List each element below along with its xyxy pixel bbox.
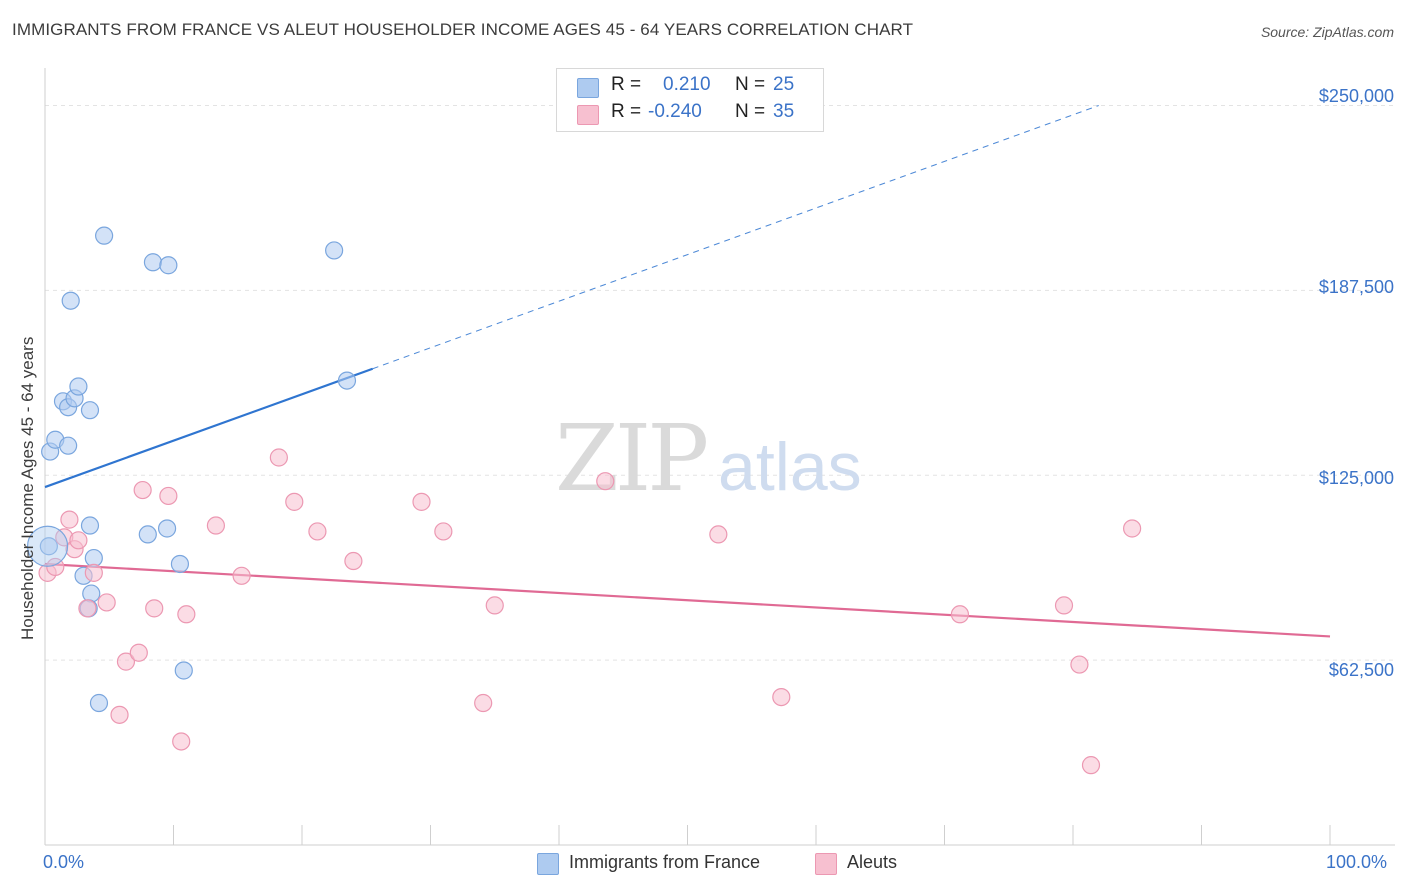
n-label: N =: [735, 74, 766, 95]
data-point-blue: [95, 226, 114, 245]
data-point-pink: [145, 599, 164, 618]
data-point-pink: [110, 705, 129, 724]
r-label: R =: [611, 74, 642, 95]
data-point-pink: [344, 551, 363, 571]
data-point-pink: [1054, 596, 1074, 615]
data-point-pink: [709, 525, 728, 544]
data-point-pink: [596, 472, 615, 491]
data-point-pink: [177, 605, 196, 624]
data-point-blue: [89, 693, 109, 713]
data-point-pink: [78, 599, 97, 618]
legend-item-aleuts[interactable]: Aleuts: [815, 852, 925, 876]
r-value: -0.240: [648, 101, 702, 122]
legend-label: Immigrants from France: [569, 852, 761, 872]
data-point-pink: [1123, 519, 1142, 538]
data-point-pink: [308, 522, 327, 541]
r-label: R =: [611, 101, 642, 122]
data-point-pink: [1070, 655, 1089, 674]
y-tick-label: $187,500: [1318, 277, 1394, 297]
data-point-pink: [232, 566, 251, 585]
y-tick-label: $250,000: [1318, 86, 1394, 106]
y-tick-label: $125,000: [1318, 468, 1394, 488]
data-point-pink: [1081, 756, 1101, 775]
data-point-cluster-blue: [26, 525, 69, 567]
n-label: N =: [735, 101, 766, 122]
data-point-pink: [206, 516, 226, 535]
data-point-pink: [129, 643, 148, 662]
data-point-pink: [474, 693, 493, 713]
data-point-pink: [69, 531, 88, 550]
data-point-pink: [172, 732, 191, 751]
watermark: ZIP atlas: [555, 405, 862, 512]
data-points: [26, 226, 1142, 775]
data-point-pink: [116, 652, 136, 671]
data-point-blue: [69, 377, 88, 396]
data-point-blue: [138, 525, 157, 544]
chart-title: IMMIGRANTS FROM FRANCE VS ALEUT HOUSEHOL…: [12, 20, 914, 39]
data-point-blue: [39, 537, 58, 556]
data-point-pink: [84, 563, 103, 582]
n-value: 25: [773, 74, 795, 95]
stats-box: R = 0.210 N = 25 R = -0.240 N = 35: [556, 68, 824, 132]
data-point-pink: [285, 492, 304, 511]
watermark-atlas: atlas: [718, 429, 862, 505]
data-point-pink: [133, 480, 152, 500]
r-value: 0.210: [663, 74, 711, 95]
data-point-pink: [485, 596, 504, 615]
data-point-pink: [97, 593, 116, 612]
data-point-pink: [412, 492, 431, 511]
data-point-blue: [59, 436, 78, 455]
data-point-blue: [159, 256, 178, 275]
legend-swatch-blue: [537, 853, 559, 875]
data-point-blue: [174, 661, 193, 680]
data-point-blue: [143, 253, 163, 272]
pink-swatch: [577, 105, 599, 125]
data-point-blue: [80, 401, 100, 420]
data-point-blue: [80, 516, 100, 535]
data-point-pink: [269, 448, 288, 467]
y-axis-label: Householder Income Ages 45 - 64 years: [18, 336, 37, 640]
trend-line-blue-extension: [372, 105, 1099, 370]
data-point-blue: [61, 291, 80, 310]
y-tick-label: $62,500: [1328, 660, 1394, 680]
data-point-blue: [170, 554, 190, 574]
blue-swatch: [577, 78, 599, 98]
trend-lines: [44, 105, 1331, 638]
legend-item-france[interactable]: Immigrants from France: [537, 852, 797, 876]
data-point-pink: [60, 510, 79, 529]
data-point-pink: [159, 486, 178, 506]
trend-line-blue: [44, 367, 374, 489]
watermark-zip: ZIP: [555, 405, 706, 512]
legend-label: Aleuts: [847, 852, 898, 872]
legend-swatch-pink: [815, 853, 837, 875]
data-point-pink: [434, 522, 453, 541]
x-tick-label-max: 100.0%: [1326, 852, 1388, 872]
trend-line-pink: [44, 562, 1331, 638]
data-point-blue: [325, 241, 344, 260]
source-label: Source: ZipAtlas.com: [1260, 24, 1394, 40]
data-point-blue: [157, 519, 177, 538]
data-point-pink: [772, 687, 791, 707]
data-point-blue: [337, 371, 357, 390]
x-tick-label-min: 0.0%: [43, 852, 85, 872]
n-value: 35: [773, 101, 795, 122]
data-point-pink: [950, 605, 970, 624]
